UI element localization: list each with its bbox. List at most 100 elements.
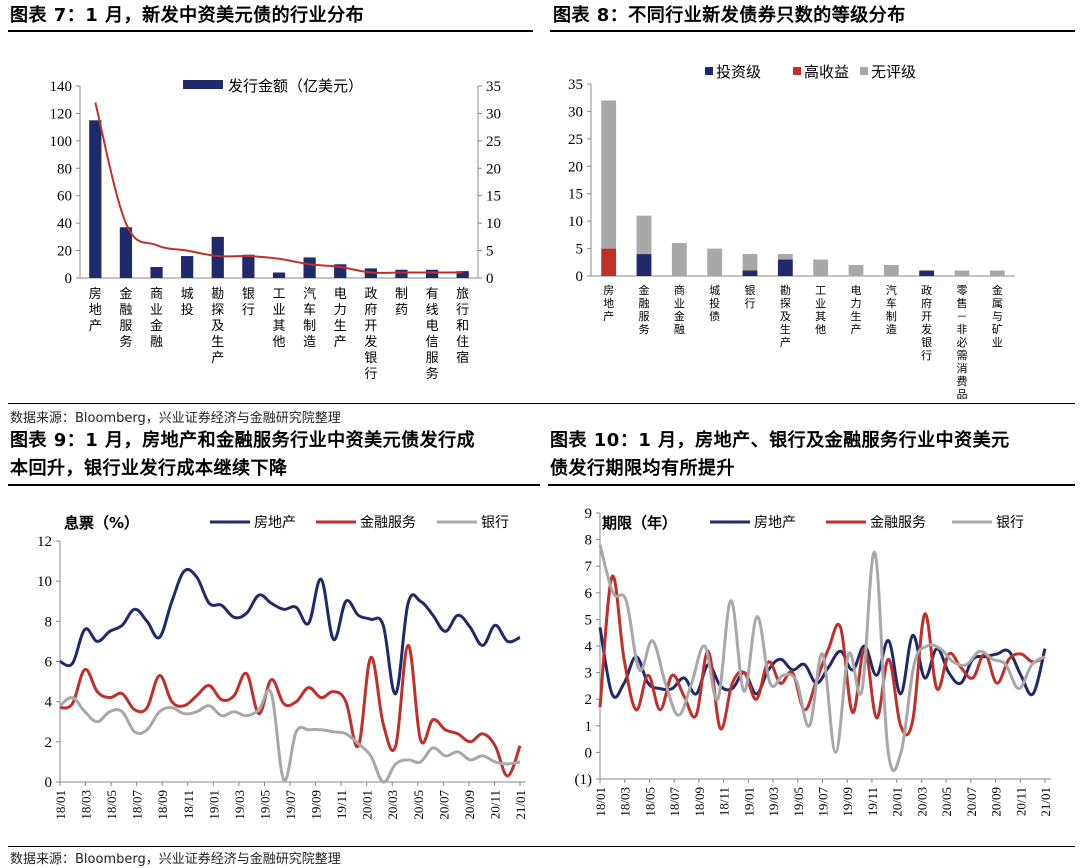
fig8-category-label: 金融服务 bbox=[639, 283, 650, 336]
fig9-x-tick-label: 18/07 bbox=[130, 790, 145, 820]
fig7-right-tick-label: 0 bbox=[486, 271, 494, 287]
fig10-x-tick-label: 20/01 bbox=[890, 787, 905, 817]
fig10-x-tick-label: 19/11 bbox=[865, 787, 880, 816]
fig8-category-label: 政府开发银行 bbox=[921, 283, 932, 362]
fig7-right-tick-label: 30 bbox=[486, 106, 501, 122]
fig7-category-label: 政府开发银行 bbox=[364, 287, 377, 382]
fig7-left-tick-label: 120 bbox=[50, 106, 73, 122]
fig9-x-tick-label: 19/05 bbox=[257, 790, 272, 820]
fig7-left-tick-label: 80 bbox=[57, 161, 72, 177]
fig10-y-label: 期限（年） bbox=[602, 514, 677, 532]
fig7-left-tick-label: 140 bbox=[50, 79, 73, 95]
fig7-bar bbox=[211, 236, 224, 278]
fig10-y-tick-label: 9 bbox=[585, 506, 593, 522]
fig10-y-tick-label: 7 bbox=[585, 559, 593, 575]
fig9-x-tick-label: 18/09 bbox=[155, 790, 170, 820]
fig9-series-line-0 bbox=[59, 567, 521, 696]
fig9-x-tick-label: 18/05 bbox=[104, 790, 119, 820]
fig8-bar-2 bbox=[989, 270, 1005, 276]
fig10-x-tick-label: 18/03 bbox=[618, 787, 633, 817]
fig9-y-tick-label: 4 bbox=[45, 695, 53, 711]
fig9-y-tick-label: 10 bbox=[37, 574, 52, 590]
fig8-y-tick-label: 30 bbox=[568, 104, 583, 120]
fig9-y-tick-label: 2 bbox=[45, 735, 53, 751]
fig7-category-label: 城投 bbox=[181, 287, 194, 318]
fig7-line bbox=[94, 102, 463, 274]
fig8-category-label: 汽车制造 bbox=[886, 283, 897, 336]
fig8-legend-label: 无评级 bbox=[871, 63, 916, 81]
fig7-left-tick-label: 60 bbox=[57, 189, 72, 205]
fig8-y-tick-label: 15 bbox=[568, 187, 583, 203]
fig7-category-label: 有线电信服务 bbox=[426, 287, 439, 382]
fig8-title: 图表 8：不同行业新发债券只数的等级分布 bbox=[553, 5, 906, 26]
fig9-x-tick-label: 19/03 bbox=[232, 790, 247, 820]
fig9-x-tick-label: 19/09 bbox=[309, 790, 324, 820]
fig9-y-tick-label: 8 bbox=[45, 614, 53, 630]
source-note-top: 数据来源：Bloomberg，兴业证券经济与金融研究院整理 bbox=[10, 411, 341, 426]
fig8-y-tick-label: 0 bbox=[576, 269, 584, 285]
fig7-category-label: 房地产 bbox=[89, 286, 102, 334]
fig9-y-tick-label: 6 bbox=[45, 655, 53, 671]
fig10-x-tick-label: 19/03 bbox=[766, 787, 781, 817]
fig10-x-tick-label: 21/01 bbox=[1038, 787, 1053, 817]
fig7-title: 图表 7：1 月，新发中资美元债的行业分布 bbox=[10, 5, 365, 26]
fig10-y-tick-label: 8 bbox=[585, 533, 593, 549]
fig10-chart: (1) 0 1 2 3 4 5 6 7 8 9 18/01 18/03 18/05 18/07 18/09 18… bbox=[575, 506, 1054, 817]
fig10-x-tick-label: 18/11 bbox=[717, 787, 732, 816]
fig8-legend-swatch bbox=[860, 67, 868, 75]
fig9-series-line-2 bbox=[59, 688, 521, 784]
fig10-legend-label: 金融服务 bbox=[870, 515, 926, 531]
fig10-x-tick-label: 20/09 bbox=[989, 787, 1004, 817]
bottom-rule bbox=[8, 846, 1075, 847]
fig8-y-tick-label: 25 bbox=[568, 132, 583, 148]
fig8-bar-2 bbox=[954, 270, 970, 276]
fig7-bar bbox=[89, 120, 102, 279]
fig9-x-tick-label: 20/07 bbox=[436, 790, 451, 820]
fig8-bar-2 bbox=[636, 215, 652, 255]
fig9-y-tick-label: 12 bbox=[37, 534, 52, 550]
fig7-category-label: 制药 bbox=[395, 287, 408, 318]
fig8-bar-2 bbox=[671, 243, 687, 276]
fig10-legend-label: 房地产 bbox=[754, 515, 796, 531]
fig9-series-line-1 bbox=[59, 643, 522, 778]
fig8-y-tick-label: 5 bbox=[576, 242, 584, 258]
fig7-left-tick-label: 100 bbox=[50, 134, 73, 150]
fig10-y-tick-label: 3 bbox=[585, 666, 593, 682]
fig9-x-tick-label: 18/03 bbox=[79, 790, 94, 820]
fig10-y-tick-label: 0 bbox=[585, 745, 593, 761]
fig8-legend-swatch bbox=[793, 67, 801, 75]
fig10-title-line2: 债发行期限均有所提升 bbox=[550, 458, 735, 479]
fig8-legend-swatch bbox=[705, 67, 713, 75]
fig9-title-rule bbox=[8, 484, 540, 486]
fig10-y-tick-label: 2 bbox=[585, 692, 593, 708]
fig9-legend-label: 银行 bbox=[481, 515, 509, 531]
fig8-category-label: 城投债 bbox=[709, 284, 720, 323]
fig8-category-label: 金属与矿业 bbox=[992, 283, 1003, 349]
fig8-bar-1 bbox=[601, 248, 617, 276]
fig9-y-label: 息票（%） bbox=[64, 514, 139, 532]
fig8-bar-2 bbox=[742, 254, 758, 271]
fig7-category-label: 勘探及生产 bbox=[211, 287, 224, 366]
fig10-title-rule bbox=[548, 484, 1075, 486]
fig10-title-line1: 图表 10：1 月，房地产、银行及金融服务行业中资美元 bbox=[550, 430, 1010, 451]
fig10-series-line-2 bbox=[598, 544, 1046, 773]
fig8-bar-2 bbox=[883, 265, 899, 276]
fig10-x-tick-label: 18/01 bbox=[593, 787, 608, 817]
source-note-bottom: 数据来源：Bloomberg，兴业证券经济与金融研究院整理 bbox=[10, 852, 341, 867]
fig10-x-tick-label: 18/07 bbox=[667, 787, 682, 817]
fig8-bar-2 bbox=[601, 100, 617, 249]
fig8-y-tick-label: 20 bbox=[568, 159, 583, 175]
fig7-bar bbox=[456, 271, 469, 278]
fig9-x-tick-label: 19/07 bbox=[283, 790, 298, 820]
fig7-left-tick-label: 0 bbox=[65, 271, 73, 287]
fig10-x-tick-label: 20/03 bbox=[914, 787, 929, 817]
fig9-x-tick-label: 20/05 bbox=[411, 790, 426, 820]
fig7-category-label: 工业其他 bbox=[272, 287, 285, 350]
fig9-legend-label: 金融服务 bbox=[360, 515, 416, 531]
fig7-category-label: 电力生产 bbox=[334, 287, 347, 350]
fig10-y-tick-label: (1) bbox=[575, 772, 593, 788]
fig7-right-tick-label: 25 bbox=[486, 134, 501, 150]
fig10-x-tick-label: 19/05 bbox=[791, 787, 806, 817]
fig9-title-line1: 图表 9：1 月，房地产和金融服务行业中资美元债发行成 bbox=[10, 430, 476, 451]
fig10-y-tick-label: 4 bbox=[585, 639, 593, 655]
